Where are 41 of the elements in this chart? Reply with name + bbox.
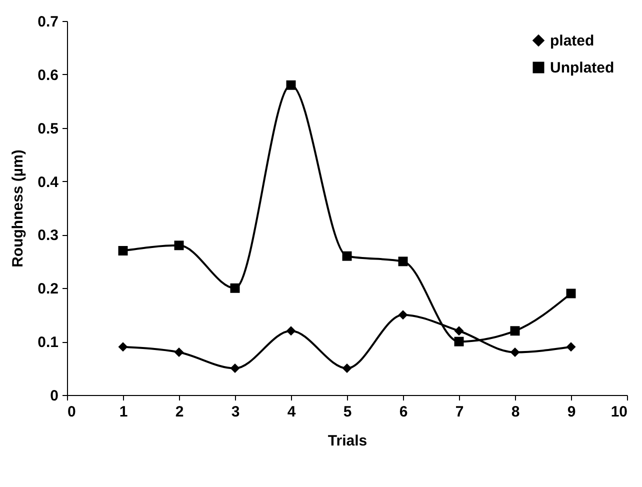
point	[566, 288, 576, 298]
x-tick-label: 0	[68, 404, 76, 420]
legend-label: plated	[550, 32, 594, 50]
point	[286, 80, 296, 90]
y-tick-label: 0.4	[38, 174, 60, 191]
point	[454, 326, 464, 336]
x-tick-label: 4	[287, 404, 296, 420]
y-tick-label: 0.2	[38, 280, 58, 298]
y-tick-label: 0	[50, 388, 58, 404]
point	[174, 240, 184, 250]
y-tick-label: 0.7	[38, 14, 58, 30]
x-tick-label: 9	[567, 404, 576, 420]
point	[398, 310, 408, 320]
point	[566, 342, 576, 352]
point	[118, 342, 128, 352]
x-tick-label: 2	[175, 404, 184, 420]
x-tick-label: 10	[610, 404, 628, 420]
point	[342, 364, 352, 374]
point	[174, 348, 184, 357]
y-tick-label: 0.5	[38, 120, 58, 138]
x-tick-label: 5	[343, 404, 352, 420]
point	[454, 336, 464, 346]
point	[230, 364, 240, 374]
point	[286, 326, 296, 336]
y-axis-title: Roughness (µm)	[10, 150, 27, 268]
x-tick-label: 6	[399, 404, 408, 420]
x-axis-title: Trials	[328, 432, 368, 450]
y-tick-label: 0.3	[38, 227, 58, 244]
x-tick-label: 7	[455, 404, 464, 420]
x-tick-label: 1	[119, 404, 128, 420]
y-tick-label: 0.1	[38, 334, 58, 352]
point	[342, 251, 352, 261]
point	[230, 283, 240, 293]
point	[398, 256, 408, 266]
legend-label: Unplated	[550, 60, 614, 76]
x-tick-label: 3	[231, 404, 240, 420]
point	[118, 246, 128, 256]
y-tick-label: 0.6	[38, 66, 58, 84]
point	[510, 326, 520, 336]
point	[510, 348, 520, 357]
x-tick-label: 8	[511, 404, 520, 420]
